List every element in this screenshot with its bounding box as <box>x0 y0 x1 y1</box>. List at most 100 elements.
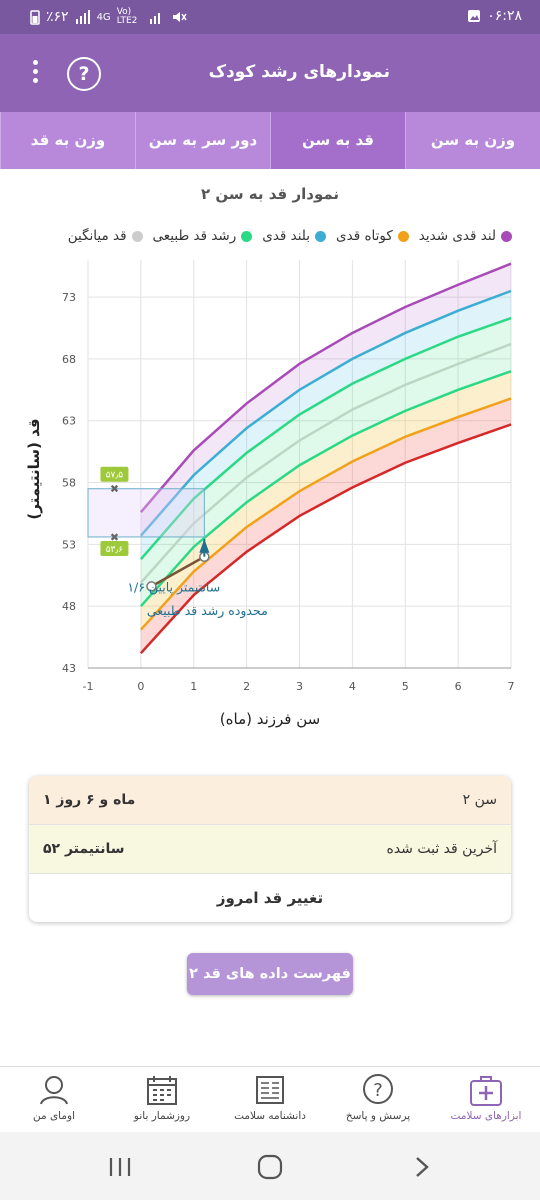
chart-band <box>140 318 511 583</box>
signal-icon-2 <box>149 13 160 24</box>
chart-tabs: وزن به قد دور سر به سن قد به سن وزن به س… <box>0 112 540 169</box>
range-label-box <box>100 540 129 556</box>
x-axis-label: سن فرزند (ماه) <box>219 710 321 728</box>
x-tick-label: 3 <box>296 680 303 693</box>
range-label: ۵۳٫۶ <box>106 545 124 555</box>
age-label: سن ۲ <box>462 792 497 808</box>
kebab-menu-icon[interactable] <box>28 56 42 92</box>
legend-label: کوتاه قدی <box>336 228 393 244</box>
battery-level: ٪۶۲ <box>46 9 69 25</box>
status-bar: ٪۶۲ 4G Vo) LTE2 ۰۶:۲۸ <box>0 0 540 34</box>
y-axis-label-wrap: قد (سانتیمتر) <box>14 418 54 520</box>
series-line <box>139 397 512 631</box>
legend-label: رشد قد طبیعی <box>152 228 237 244</box>
page-title: نمودارهای رشد کودک <box>208 62 390 82</box>
tab-head-for-age[interactable]: دور سر به سن <box>135 112 270 169</box>
encyclopedia-icon <box>256 1076 284 1104</box>
legend-dot <box>501 230 512 242</box>
home-icon[interactable] <box>257 1154 283 1180</box>
back-icon[interactable] <box>412 1155 432 1179</box>
status-right: ۰۶:۲۸ <box>467 8 522 24</box>
nav-label: پرسش و پاسخ <box>345 1110 411 1122</box>
age-row: ۱ ماه و ۶ روز سن ۲ <box>29 776 511 825</box>
y-tick-label: 58 <box>62 477 76 490</box>
nav-health-tools[interactable]: ابزارهای سلامت <box>441 1067 531 1133</box>
y-tick-label: 48 <box>62 600 76 613</box>
x-tick-label: 6 <box>455 680 462 693</box>
series-line <box>139 342 512 584</box>
range-annotation: محدوده رشد قد طبیعی <box>147 603 268 619</box>
x-tick-label: 7 <box>508 680 515 693</box>
info-card: ۱ ماه و ۶ روز سن ۲ ۵۲ سانتیمتر آخرین قد … <box>29 776 511 922</box>
legend-label: بلند قدی <box>262 228 311 244</box>
bottom-nav: ابزارهای سلامت ? پرسش و پاسخ دانشنامه سل… <box>0 1066 540 1133</box>
height-data-list-button[interactable]: فهرست داده های قد ۲ <box>187 953 353 995</box>
nav-encyclopedia[interactable]: دانشنامه سلامت <box>225 1067 315 1133</box>
range-label: ۵۷٫۵ <box>106 471 124 481</box>
nav-qa[interactable]: ? پرسش و پاسخ <box>333 1067 423 1133</box>
last-height-label: آخرین قد ثبت شده <box>386 841 498 857</box>
system-nav-bar <box>0 1132 540 1200</box>
x-tick-label: 4 <box>349 680 356 693</box>
tab-height-for-age[interactable]: قد به سن <box>270 112 405 169</box>
change-height-button[interactable]: تغییر قد امروز <box>216 889 324 907</box>
status-left: ٪۶۲ 4G Vo) LTE2 <box>30 8 187 26</box>
nav-label: ابزارهای سلامت <box>450 1110 522 1122</box>
series-line <box>139 262 512 514</box>
nav-label: روزشمار بانو <box>133 1110 191 1122</box>
calendar-icon <box>147 1076 177 1105</box>
last-height-value: ۵۲ سانتیمتر <box>43 841 125 857</box>
legend-dot <box>397 230 409 242</box>
y-tick-label: 68 <box>62 353 76 366</box>
legend-item[interactable]: رشد قد طبیعی <box>153 228 253 244</box>
legend-item[interactable]: کوتاه قدی <box>336 228 409 244</box>
x-tick-label: 0 <box>137 680 144 693</box>
chart-title: نمودار قد به سن ۲ <box>200 185 340 203</box>
legend-label: قد میانگین <box>67 228 127 244</box>
legend-item[interactable]: بلند قدی <box>262 228 327 244</box>
legend-item[interactable]: قد میانگین <box>68 228 143 244</box>
legend-dot <box>131 230 143 242</box>
nav-profile[interactable]: اومای من <box>9 1067 99 1133</box>
series-line <box>139 289 512 537</box>
range-marker: ✖ <box>110 483 119 496</box>
last-height-row: ۵۲ سانتیمتر آخرین قد ثبت شده <box>29 825 511 874</box>
battery-icon <box>30 10 40 25</box>
x-tick-label: 1 <box>190 680 197 693</box>
series-line <box>139 316 512 561</box>
medical-kit-icon <box>470 1076 502 1106</box>
normal-range-box <box>87 488 205 538</box>
age-value: ۱ ماه و ۶ روز <box>43 792 136 808</box>
y-tick-label: 73 <box>62 291 76 304</box>
question-bubble-icon: ? <box>363 1074 393 1104</box>
recent-apps-icon[interactable] <box>108 1156 132 1178</box>
x-tick-label: 5 <box>402 680 409 693</box>
range-marker: ✖ <box>110 531 119 544</box>
network-type: 4G <box>96 11 111 23</box>
chart-band <box>140 290 511 560</box>
tab-weight-for-height[interactable]: وزن به قد <box>0 112 135 169</box>
svg-text:?: ? <box>373 1080 383 1101</box>
legend-dot <box>241 230 253 242</box>
profile-icon <box>40 1076 68 1105</box>
deficit-arrow-head <box>199 538 210 553</box>
app-bar: ? نمودارهای رشد کودک <box>0 34 540 112</box>
nav-label: اومای من <box>33 1110 75 1122</box>
range-label-box <box>100 466 129 482</box>
clock: ۰۶:۲۸ <box>487 8 522 24</box>
question-icon[interactable]: ? <box>67 57 101 91</box>
gallery-icon <box>468 10 481 22</box>
signal-icon <box>75 10 90 24</box>
nav-calendar[interactable]: روزشمار بانو <box>117 1067 207 1133</box>
child-data-point <box>146 581 157 592</box>
y-axis-label: قد (سانتیمتر) <box>25 418 43 520</box>
mute-icon <box>172 12 187 22</box>
x-tick-label: 2 <box>243 680 250 693</box>
legend-item[interactable]: لند قدی شدید <box>419 228 512 244</box>
chart-band <box>140 263 511 536</box>
chart-band <box>140 398 511 654</box>
volte-indicator: Vo) LTE2 <box>116 7 138 26</box>
tab-weight-for-age[interactable]: وزن به سن <box>405 112 540 169</box>
legend-dot <box>315 230 327 242</box>
nav-label: دانشنامه سلامت <box>234 1110 306 1122</box>
